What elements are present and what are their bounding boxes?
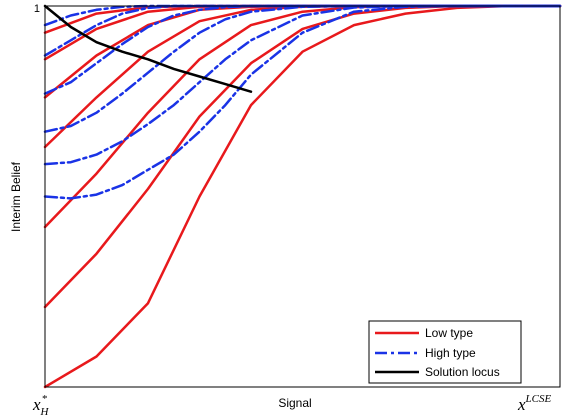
x-tick-label-left: xH* bbox=[32, 393, 50, 418]
legend: Low type High type Solution locus bbox=[368, 320, 522, 384]
high-type-curve-1 bbox=[43, 4, 562, 200]
low-type-curve-1 bbox=[43, 4, 562, 389]
low-type-curve-4 bbox=[43, 4, 562, 149]
legend-label-high-type: High type bbox=[425, 346, 476, 360]
y-axis-label: Interim Belief bbox=[9, 161, 23, 232]
legend-label-low-type: Low type bbox=[425, 326, 473, 340]
solution-locus-curve-1 bbox=[43, 4, 253, 93]
legend-label-solution-locus: Solution locus bbox=[425, 365, 500, 379]
plot-frame bbox=[44, 5, 561, 388]
high-type-curve-5 bbox=[43, 4, 562, 57]
high-type-curve-3 bbox=[43, 4, 562, 133]
x-axis-label: Signal bbox=[278, 396, 311, 410]
y-tick-label-1: 1 bbox=[34, 3, 40, 15]
x-tick-label-right: xLCSE bbox=[517, 393, 552, 414]
